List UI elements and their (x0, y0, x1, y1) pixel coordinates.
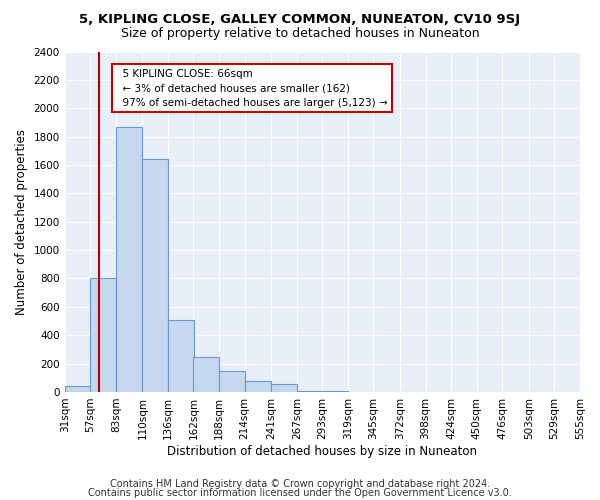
Bar (219, 370, 245, 392)
Bar (322, 391, 348, 392)
Bar (142, 160, 168, 392)
Bar (116, 126, 142, 392)
Text: 5 KIPLING CLOSE: 66sqm
  ← 3% of detached houses are smaller (162)
  97% of semi: 5 KIPLING CLOSE: 66sqm ← 3% of detached … (116, 68, 388, 108)
Bar (65, 386, 90, 392)
Bar (245, 380, 271, 392)
Bar (297, 390, 322, 392)
Bar (90, 278, 116, 392)
Bar (168, 320, 193, 392)
Y-axis label: Number of detached properties: Number of detached properties (15, 128, 28, 314)
X-axis label: Distribution of detached houses by size in Nuneaton: Distribution of detached houses by size … (167, 444, 478, 458)
Text: 5, KIPLING CLOSE, GALLEY COMMON, NUNEATON, CV10 9SJ: 5, KIPLING CLOSE, GALLEY COMMON, NUNEATO… (79, 12, 521, 26)
Text: Contains public sector information licensed under the Open Government Licence v3: Contains public sector information licen… (88, 488, 512, 498)
Text: Contains HM Land Registry data © Crown copyright and database right 2024.: Contains HM Land Registry data © Crown c… (110, 479, 490, 489)
Bar (271, 384, 297, 392)
Text: Size of property relative to detached houses in Nuneaton: Size of property relative to detached ho… (121, 28, 479, 40)
Bar (193, 357, 219, 392)
